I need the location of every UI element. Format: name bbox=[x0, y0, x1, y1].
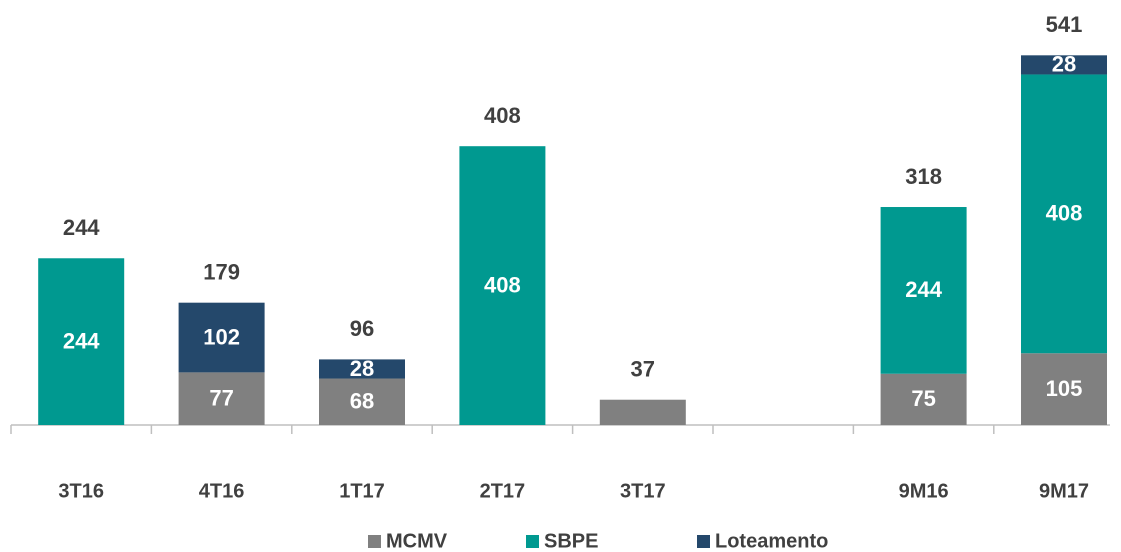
segment-label: 28 bbox=[1052, 52, 1076, 77]
bar-segment bbox=[319, 359, 405, 379]
total-label: 541 bbox=[1046, 12, 1083, 37]
segment-label: 102 bbox=[203, 324, 240, 349]
bar-segment bbox=[1021, 353, 1107, 425]
x-tick-label: 2T17 bbox=[480, 480, 526, 502]
segment-label: 68 bbox=[350, 389, 374, 414]
x-tick-label: 9M17 bbox=[1039, 480, 1089, 502]
total-label: 408 bbox=[484, 103, 521, 128]
total-label: 37 bbox=[631, 357, 655, 382]
segment-label: 408 bbox=[484, 272, 521, 297]
bar-segment bbox=[599, 399, 686, 425]
segment-label: 28 bbox=[350, 356, 374, 381]
segment-label: 105 bbox=[1046, 376, 1083, 401]
bar-segment bbox=[1021, 55, 1107, 75]
legend-label: SBPE bbox=[544, 530, 598, 552]
bar-segment bbox=[459, 146, 546, 425]
bar-segment bbox=[880, 373, 967, 425]
legend-swatch bbox=[697, 535, 710, 548]
x-tick-label: 1T17 bbox=[339, 480, 385, 502]
bar-segment bbox=[178, 372, 265, 425]
legend-swatch bbox=[526, 535, 539, 548]
x-tick-label: 3T16 bbox=[58, 480, 104, 502]
segment-label: 75 bbox=[911, 386, 935, 411]
total-label: 318 bbox=[905, 164, 942, 189]
bar-segment bbox=[178, 302, 265, 373]
segment-label: 77 bbox=[209, 386, 233, 411]
bar-segment bbox=[1021, 74, 1107, 354]
legend-swatch bbox=[368, 535, 381, 548]
total-label: 179 bbox=[203, 259, 240, 284]
x-tick-label: 4T16 bbox=[199, 480, 245, 502]
total-label: 96 bbox=[350, 316, 374, 341]
total-label: 244 bbox=[63, 215, 100, 240]
legend-label: MCMV bbox=[386, 530, 448, 552]
x-tick-label: 9M16 bbox=[899, 480, 949, 502]
bar-segment bbox=[880, 207, 967, 374]
bar-segment bbox=[38, 258, 125, 425]
x-tick-label: 3T17 bbox=[620, 480, 666, 502]
segment-label: 244 bbox=[63, 328, 100, 353]
segment-label: 244 bbox=[905, 277, 942, 302]
legend-label: Loteamento bbox=[715, 530, 828, 552]
bar-segment bbox=[319, 378, 405, 425]
segment-label: 408 bbox=[1046, 201, 1083, 226]
